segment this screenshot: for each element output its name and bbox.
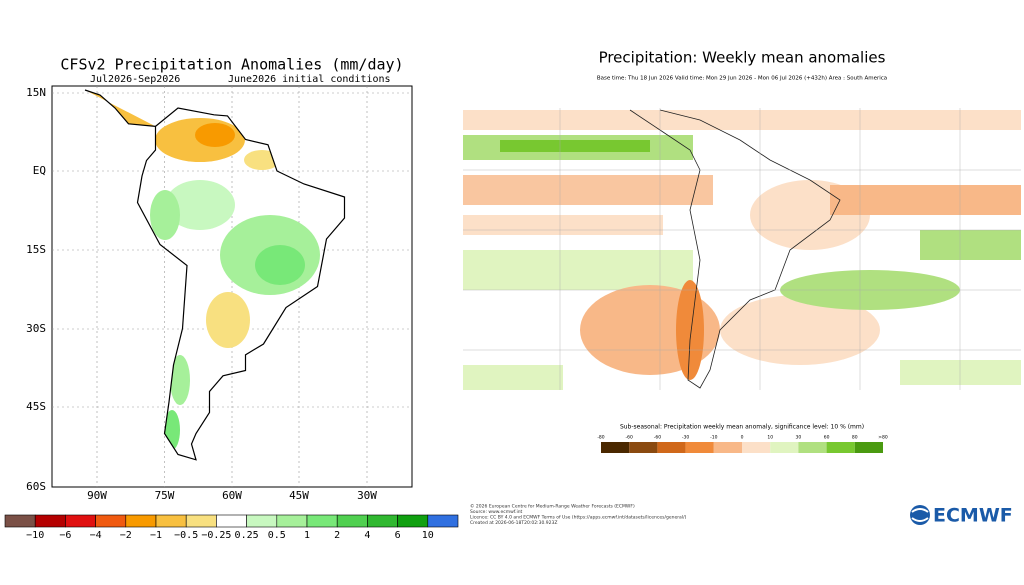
ecmwf-logo: ECMWF <box>910 505 1013 527</box>
lat-label: 15S <box>26 243 46 256</box>
footer-line: Created at 2026-06-18T20:02:30.923Z <box>470 520 557 526</box>
colorbar-swatch <box>798 442 827 453</box>
colorbar-label: 1 <box>304 530 310 541</box>
colorbar-label: 10 <box>422 530 434 541</box>
colorbar-swatch <box>216 514 247 528</box>
footer-line: Licence: CC BY 4.0 and ECMWF Terms of Us… <box>470 515 687 521</box>
colorbar-swatch <box>770 442 799 453</box>
colorbar-swatch <box>95 514 127 528</box>
colorbar-swatch <box>854 442 883 453</box>
colorbar-label: 80 <box>852 435 858 441</box>
colorbar-swatch <box>155 514 187 528</box>
colorbar-swatch <box>65 514 96 528</box>
colorbar-swatch <box>713 442 742 453</box>
colorbar-label: 6 <box>395 530 401 541</box>
right-map <box>463 108 1021 390</box>
colorbar-swatch <box>601 442 630 453</box>
right-subtitle: Base time: Thu 18 Jun 2026 Valid time: M… <box>597 76 887 82</box>
colorbar-swatch <box>657 442 686 453</box>
right-title: Precipitation: Weekly mean anomalies <box>599 49 886 67</box>
left-map <box>51 85 413 488</box>
colorbar-label: −0.5 <box>174 530 198 541</box>
colorbar-label: -10 <box>710 435 717 441</box>
colorbar-label: −4 <box>90 530 102 541</box>
colorbar-swatch <box>367 514 398 528</box>
lon-label: 45W <box>289 489 309 502</box>
colorbar-swatch <box>685 442 714 453</box>
left-title: CFSv2 Precipitation Anomalies (mm/day) <box>60 56 403 74</box>
footer-line: © 2026 European Centre for Medium-Range … <box>470 503 635 510</box>
colorbar-swatch <box>742 442 771 453</box>
lat-label: EQ <box>33 164 46 177</box>
lon-label: 30W <box>357 489 377 502</box>
colorbar-label: 30 <box>796 435 802 441</box>
colorbar-swatch <box>185 514 217 528</box>
colorbar-label: >80 <box>878 435 888 441</box>
left-initial: June2026 initial conditions <box>228 74 391 85</box>
left-period: Jul2026-Sep2026 <box>90 74 180 85</box>
colorbar-swatch <box>246 514 278 528</box>
lon-label: 75W <box>155 489 175 502</box>
colorbar-label: 0 <box>741 435 744 441</box>
colorbar-label: -60 <box>654 435 661 441</box>
logo-text: ECMWF <box>933 505 1013 527</box>
lat-label: 45S <box>26 400 46 413</box>
colorbar-swatch <box>4 514 36 528</box>
colorbar-swatch <box>427 514 459 528</box>
colorbar-label: −0.25 <box>201 530 231 541</box>
colorbar-label: -30 <box>682 435 689 441</box>
colorbar-label: 0.25 <box>235 530 259 541</box>
colorbar-label: 60 <box>824 435 830 441</box>
colorbar-label: −2 <box>120 530 132 541</box>
colorbar-label: -80 <box>597 435 604 441</box>
colorbar-label: 0.5 <box>268 530 286 541</box>
colorbar-label: −10 <box>26 530 44 541</box>
colorbar-swatch <box>629 442 658 453</box>
colorbar-label: 4 <box>364 530 370 541</box>
colorbar-label: −1 <box>150 530 162 541</box>
lon-label: 90W <box>87 489 107 502</box>
right-colorbar-title: Sub-seasonal: Precipitation weekly mean … <box>620 424 864 431</box>
lat-label: 60S <box>26 480 46 493</box>
colorbar-swatch <box>826 442 855 453</box>
colorbar-label: 2 <box>334 530 340 541</box>
colorbar-swatch <box>276 514 308 528</box>
lat-label: 30S <box>26 322 46 335</box>
colorbar-swatch <box>336 514 368 528</box>
colorbar-label: -60 <box>626 435 633 441</box>
colorbar-swatch <box>306 514 338 528</box>
colorbar-swatch <box>397 514 429 528</box>
colorbar-label: 10 <box>767 435 773 441</box>
footer-line: Source: www.ecmwf.int <box>470 509 523 515</box>
colorbar-label: −6 <box>59 530 71 541</box>
lon-label: 60W <box>222 489 242 502</box>
colorbar-swatch <box>34 514 66 528</box>
lat-label: 15N <box>26 86 46 99</box>
colorbar-swatch <box>125 514 157 528</box>
